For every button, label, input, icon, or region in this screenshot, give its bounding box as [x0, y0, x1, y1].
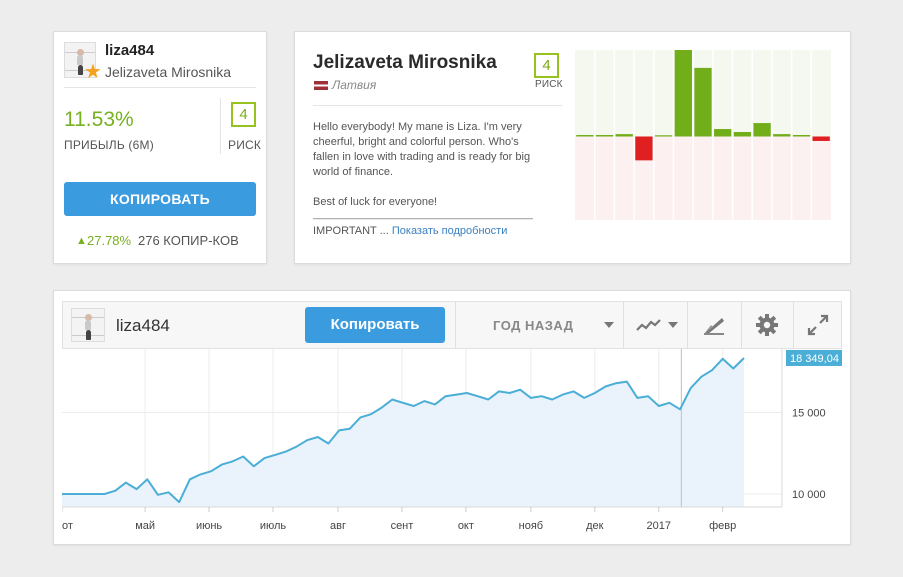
x-tick-label: май: [135, 520, 155, 532]
line-chart-icon: [636, 319, 661, 331]
monthly-bar[interactable]: [674, 50, 692, 137]
y-tick-label: 10 000: [792, 489, 826, 501]
monthly-bar[interactable]: [615, 134, 633, 137]
divider: [313, 105, 562, 106]
performance-chart-card: liza484 Копировать ГОД НАЗАД: [53, 290, 851, 545]
risk-label: РИСК: [535, 79, 563, 90]
star-icon: ★: [84, 61, 102, 83]
copy-button[interactable]: КОПИРОВАТЬ: [64, 182, 256, 216]
equity-line[interactable]: [62, 357, 745, 504]
x-tick-label: от: [62, 520, 73, 532]
expand-icon: [807, 314, 829, 336]
x-tick-label: нояб: [519, 520, 543, 532]
monthly-bar[interactable]: [792, 135, 811, 137]
performance-chart: 10 000 15 000 18 349,04 от май июнь июль авг сен…: [62, 349, 842, 532]
x-tick-label: окт: [458, 520, 474, 532]
latvia-flag-icon: [314, 81, 328, 90]
monthly-bar[interactable]: [654, 135, 673, 137]
gear-icon: [756, 314, 778, 336]
y-tick-label: 15 000: [792, 408, 826, 420]
chevron-down-icon: [668, 322, 678, 328]
draw-tools-button[interactable]: [688, 302, 740, 348]
trader-username[interactable]: liza484: [105, 42, 155, 59]
monthly-bar[interactable]: [595, 135, 614, 137]
copiers-count: 276 КОПИР-КОВ: [138, 233, 239, 248]
x-tick-label: июнь: [196, 520, 222, 532]
trader-info-card: Jelizaveta Mirosnika Латвия 4 РИСК Hello…: [294, 31, 851, 264]
x-tick-label: июль: [260, 520, 287, 532]
draw-tools-icon: [704, 318, 724, 335]
copiers-gain: 27.78%: [87, 233, 132, 248]
monthly-bar[interactable]: [576, 135, 594, 137]
monthly-bar[interactable]: [635, 136, 653, 161]
chart-username[interactable]: liza484: [116, 316, 170, 335]
bio-separator: ________________________________________: [313, 208, 533, 220]
monthly-bar[interactable]: [773, 134, 791, 137]
trader-country: Латвия: [332, 78, 377, 92]
fullscreen-button[interactable]: [794, 302, 842, 348]
x-tick-label: 2017: [647, 520, 671, 532]
gain-label: ПРИБЫЛЬ (6М): [64, 138, 154, 152]
gain-value: 11.53%: [64, 108, 134, 131]
trader-bio: Hello everybody! My mane is Liza. I'm ve…: [313, 121, 531, 208]
risk-score-badge: 4: [534, 53, 559, 78]
x-tick-label: сент: [391, 520, 414, 532]
monthly-returns-chart: [575, 50, 831, 220]
risk-label: РИСК: [228, 138, 262, 152]
trader-card: ★ liza484 Jelizaveta Mirosnika 11.53% ПР…: [53, 31, 267, 264]
chart-type-dropdown[interactable]: [624, 302, 686, 348]
copy-button[interactable]: Копировать: [305, 307, 445, 343]
x-tick-label: авг: [330, 520, 346, 532]
trader-name: Jelizaveta Mirosnika: [313, 52, 497, 73]
settings-button[interactable]: [742, 302, 792, 348]
period-label: ГОД НАЗАД: [493, 318, 574, 333]
negative-zone: [575, 136, 831, 220]
bio-tail: IMPORTANT ...: [313, 225, 389, 237]
divider: [64, 87, 256, 88]
trader-avatar[interactable]: [71, 308, 105, 342]
divider: [220, 98, 221, 154]
monthly-bar[interactable]: [694, 67, 712, 137]
monthly-bar[interactable]: [714, 129, 732, 137]
show-details-link[interactable]: Показать подробности: [391, 225, 508, 237]
monthly-bar[interactable]: [753, 123, 771, 137]
x-tick-label: дек: [586, 520, 604, 532]
risk-score-badge: 4: [231, 102, 256, 127]
monthly-bar[interactable]: [733, 132, 752, 137]
x-tick-label: февр: [709, 520, 736, 532]
equity-area: [62, 358, 744, 507]
current-value-label: 18 349,04: [790, 353, 839, 365]
chevron-down-icon: [604, 322, 614, 328]
monthly-bar[interactable]: [812, 136, 830, 141]
trader-full-name: Jelizaveta Mirosnika: [105, 64, 232, 80]
chart-toolbar: liza484 Копировать ГОД НАЗАД: [62, 301, 842, 349]
current-value-badge: [786, 349, 842, 366]
period-dropdown[interactable]: ГОД НАЗАД: [456, 302, 622, 348]
bio-footer: IMPORTANT ... Показать подробности: [313, 224, 507, 239]
arrow-up-icon: ▲: [76, 235, 87, 247]
trader-avatar[interactable]: [64, 42, 96, 78]
